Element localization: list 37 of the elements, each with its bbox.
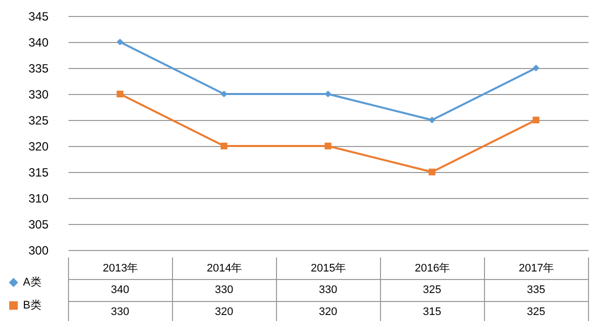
legend-label: B类 [23, 298, 42, 312]
x-tick-label: 2014年 [206, 262, 242, 274]
y-tick-label: 330 [28, 88, 49, 102]
y-tick-label: 310 [28, 192, 49, 206]
x-tick-label: 2017年 [518, 262, 554, 274]
x-tick-label: 2013年 [102, 262, 138, 274]
y-tick-label: 300 [28, 244, 49, 258]
data-label: 330 [110, 306, 130, 318]
data-label: 325 [422, 284, 442, 296]
point [428, 168, 436, 176]
point [220, 142, 228, 150]
y-tick-label: 340 [28, 36, 49, 50]
y-tick-label: 305 [28, 218, 49, 232]
data-label: 330 [214, 284, 234, 296]
data-label: 325 [526, 306, 546, 318]
y-tick-label: 325 [28, 114, 49, 128]
data-label: 315 [422, 306, 442, 318]
y-tick-label: 315 [28, 166, 49, 180]
legend-label: A类 [23, 276, 42, 288]
point [532, 64, 540, 72]
point [324, 142, 332, 150]
data-label: 320 [214, 306, 234, 318]
y-tick-label: 345 [28, 10, 49, 24]
point [116, 90, 124, 98]
point [220, 90, 228, 98]
point [116, 38, 124, 46]
data-label: 340 [110, 284, 130, 296]
point [428, 116, 436, 124]
x-tick-label: 2016年 [414, 262, 450, 274]
point [324, 90, 332, 98]
x-tick-label: 2015年 [310, 262, 346, 274]
data-label: 320 [318, 306, 338, 318]
data-label: 335 [526, 284, 546, 296]
point [532, 116, 540, 124]
y-tick-label: 335 [28, 62, 49, 76]
data-label: 330 [318, 284, 338, 296]
y-tick-label: 320 [28, 140, 49, 154]
